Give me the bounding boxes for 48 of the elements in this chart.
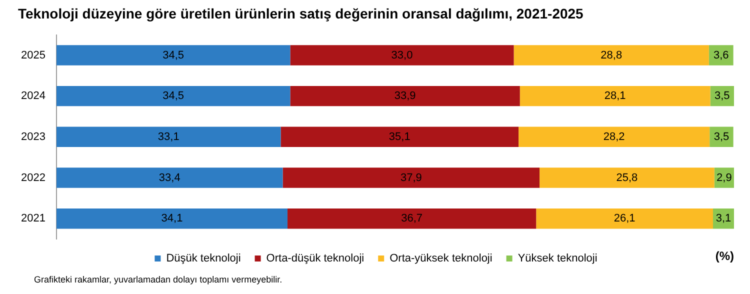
- bar: [56, 208, 288, 229]
- data-label: 35,1: [388, 130, 410, 143]
- bar: [56, 126, 281, 148]
- bar: [708, 45, 734, 66]
- legend-label: Düşük teknoloji: [166, 252, 241, 265]
- data-label: 36,7: [401, 212, 423, 225]
- bar: [280, 126, 519, 148]
- bar: [514, 45, 709, 66]
- y-tick-label: 2022: [20, 172, 46, 184]
- data-label: 2,9: [716, 172, 732, 184]
- legend-label: Yüksek teknoloji: [518, 252, 598, 265]
- data-label: 28,1: [604, 90, 626, 102]
- chart-title: Teknoloji düzeyine göre üretilen ürünlerin satış değerinin oransal dağılımı, 2021-2025: [18, 5, 584, 22]
- bar: [56, 86, 290, 106]
- bar: [290, 86, 520, 106]
- data-label: 33,9: [394, 90, 416, 102]
- data-label: 33,0: [391, 49, 413, 62]
- data-label: 25,8: [616, 172, 638, 184]
- data-label: 3,5: [714, 130, 730, 143]
- bar: [540, 168, 714, 188]
- bar: [282, 168, 540, 188]
- x-axis-title: (%): [715, 248, 734, 263]
- bar: [288, 208, 536, 229]
- data-label: 34,5: [162, 90, 184, 102]
- data-label: 33,4: [158, 172, 180, 184]
- data-label: 37,9: [400, 172, 422, 184]
- data-label: 3,1: [716, 212, 732, 225]
- data-label: 34,1: [161, 212, 183, 225]
- y-tick-label: 2021: [20, 212, 46, 225]
- legend-label: Orta-yüksek teknoloji: [390, 252, 492, 265]
- bar: [56, 168, 283, 188]
- text: Grafikteki rakamlar, yuvarlamadan dolayı toplamı vermeyebilir.: [34, 274, 282, 284]
- y-tick-label: 2024: [20, 90, 46, 102]
- data-label: 34,5: [162, 49, 184, 62]
- data-label: 3,5: [714, 90, 730, 102]
- data-label: 26,1: [614, 212, 636, 225]
- bar: [518, 126, 710, 148]
- data-label: 28,8: [600, 49, 622, 62]
- bar: [56, 45, 290, 66]
- bar: [290, 45, 514, 66]
- data-label: 33,1: [158, 130, 180, 143]
- bar: [520, 86, 710, 106]
- legend-label: Orta-düşük teknoloji: [266, 252, 364, 265]
- data-label: 28,2: [603, 130, 625, 143]
- y-tick-label: 2025: [20, 49, 46, 62]
- y-tick-label: 2023: [20, 130, 46, 143]
- data-label: 3,6: [713, 49, 729, 62]
- bar: [536, 208, 713, 229]
